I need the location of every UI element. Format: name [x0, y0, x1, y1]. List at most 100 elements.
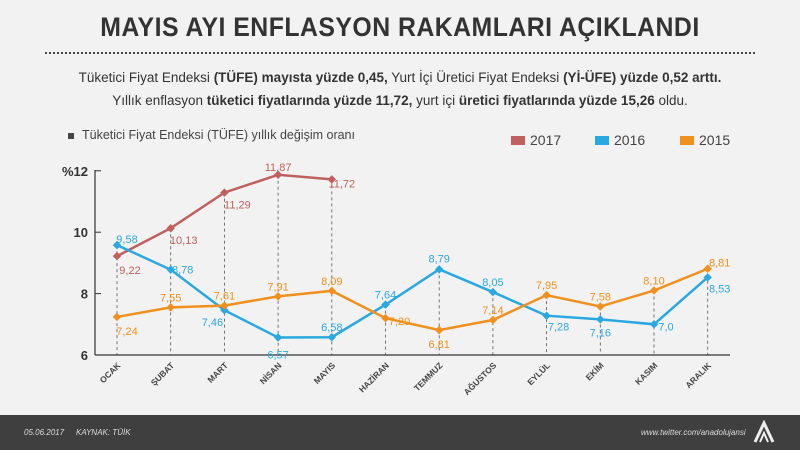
data-point-2017 — [166, 223, 175, 233]
data-point-2016 — [327, 332, 337, 342]
summary-line-2: Yıllık enflasyon tüketici fiyatlarında y… — [0, 93, 800, 108]
data-point-2015 — [327, 286, 337, 296]
data-label-2015: 7,14 — [482, 305, 503, 317]
data-label-2017: 11,72 — [328, 178, 355, 190]
data-point-2016 — [703, 273, 712, 282]
x-tick-label: ŞUBAT — [149, 360, 177, 388]
data-point-2016 — [166, 265, 175, 274]
x-tick-label: TEMMUZ — [412, 360, 445, 393]
summary-segment: yurt içi — [412, 93, 459, 108]
series-line-2015 — [116, 267, 709, 332]
data-label-2016: 7,64 — [375, 290, 396, 302]
legend-swatch — [595, 135, 609, 145]
summary-segment: Tüketici Fiyat Endeksi — [78, 70, 214, 85]
data-point-2015 — [488, 315, 498, 325]
x-tick-label: EYLÜL — [525, 360, 552, 387]
data-label-2015: 7,24 — [116, 326, 137, 338]
legend-2015: 2015 — [680, 132, 730, 148]
y-tick-label: 8 — [81, 287, 88, 302]
legend-2016: 2016 — [595, 132, 645, 148]
x-tick-label: HAZİRAN — [357, 360, 391, 394]
legend-2017: 2017 — [511, 132, 561, 148]
x-tick-label: MART — [205, 360, 230, 385]
x-tick-label: KASIM — [633, 360, 659, 386]
x-tick-label: NİSAN — [258, 360, 284, 386]
data-point-2015 — [381, 313, 390, 323]
data-point-2015 — [112, 312, 122, 322]
data-point-2016 — [273, 333, 283, 342]
footer-source: KAYNAK: TÜİK — [76, 428, 131, 437]
data-point-2015 — [166, 303, 175, 312]
legend-label: 2016 — [614, 132, 646, 148]
legend-title-text: Tüketici Fiyat Endeksi (TÜFE) yıllık değ… — [82, 128, 355, 142]
bullet-icon — [68, 132, 74, 139]
summary-line-1: Tüketici Fiyat Endeksi (TÜFE) mayısta yü… — [0, 70, 800, 85]
footer-url[interactable]: www.twitter.com/anadolujansi — [641, 428, 746, 437]
x-tick-label: EKİM — [584, 360, 606, 382]
y-tick-label: %12 — [62, 164, 88, 179]
data-label-2015: 7,55 — [160, 292, 181, 304]
data-point-2015 — [273, 292, 283, 301]
legend-title: Tüketici Fiyat Endeksi (TÜFE) yıllık değ… — [68, 128, 355, 142]
data-label-2015: 8,09 — [321, 276, 342, 288]
data-point-2016 — [542, 311, 551, 320]
data-label-2016: 6,57 — [267, 350, 288, 362]
divider — [45, 52, 755, 54]
x-tick-label: AĞUSTOS — [461, 359, 499, 397]
legend-label: 2017 — [530, 132, 562, 148]
data-point-2016 — [220, 305, 229, 315]
summary-segment: (TÜFE) mayısta yüzde 0,45, — [213, 70, 388, 85]
y-tick-label: 10 — [74, 225, 88, 240]
series-line-2016 — [116, 243, 709, 339]
data-label-2016: 8,78 — [172, 265, 193, 277]
data-label-2015: 8,81 — [709, 258, 730, 270]
legend-swatch — [680, 135, 694, 145]
data-label-2016: 7,28 — [548, 322, 569, 334]
series-line-2017 — [116, 173, 332, 258]
data-point-2015 — [220, 301, 229, 310]
data-point-2015 — [596, 302, 605, 311]
page-title: MAYIS AYI ENFLASYON RAKAMLARI AÇIKLANDI — [100, 12, 700, 42]
data-label-2015: 8,10 — [643, 276, 664, 288]
data-label-2016: 9,58 — [116, 234, 137, 246]
data-label-2015: 7,61 — [214, 291, 235, 303]
x-tick-label: MAYIS — [312, 360, 338, 386]
data-point-2016 — [434, 265, 444, 274]
data-label-2015: 6,81 — [428, 339, 449, 351]
aa-logo-icon — [753, 420, 775, 443]
y-tick-label: 6 — [81, 348, 88, 363]
data-label-2016: 8,05 — [482, 277, 503, 289]
data-label-2017: 10,13 — [170, 235, 198, 247]
data-label-2015: 7,91 — [267, 281, 288, 293]
data-label-2017: 11,29 — [224, 200, 251, 212]
data-label-2016: 7,16 — [590, 327, 611, 339]
data-label-2016: 8,53 — [709, 283, 730, 295]
x-tick-label: OCAK — [98, 360, 123, 385]
data-point-2015 — [542, 290, 551, 300]
data-point-2017 — [112, 251, 122, 261]
data-label-2015: 7,95 — [536, 280, 557, 292]
data-point-2015 — [703, 264, 712, 273]
data-point-2016 — [381, 300, 390, 309]
x-tick-label: ARALIK — [683, 360, 713, 390]
summary-segment: oldu. — [654, 93, 688, 108]
data-point-2017 — [273, 170, 283, 180]
data-point-2016 — [649, 320, 659, 329]
data-point-2017 — [327, 175, 337, 184]
line-chart: 6 8 10 %12 OCAK ŞUBAT MART NİSAN MAYIS HAZİRAN TEM… — [62, 162, 730, 397]
data-label-2017: 9,22 — [119, 265, 140, 277]
data-point-2015 — [434, 325, 444, 335]
data-label-2015: 7,58 — [590, 291, 611, 303]
data-label-2016: 7,46 — [202, 317, 223, 329]
legend-swatch — [511, 135, 525, 145]
data-label-2016: 7,0 — [658, 321, 673, 333]
data-label-2015: 7,20 — [389, 316, 410, 328]
summary-segment: Yurt İçi Üretici Fiyat Endeksi — [387, 70, 564, 85]
summary-segment: (Yİ-ÜFE) yüzde 0,52 arttı. — [563, 70, 722, 85]
summary-segment: üretici fiyatlarında yüzde 15,26 — [458, 93, 655, 108]
data-point-2016 — [488, 287, 498, 297]
data-point-2016 — [596, 315, 605, 324]
data-label-2016: 8,79 — [428, 253, 449, 265]
data-point-2017 — [220, 188, 229, 197]
summary-segment: tüketici fiyatlarında yüzde 11,72, — [206, 93, 413, 108]
